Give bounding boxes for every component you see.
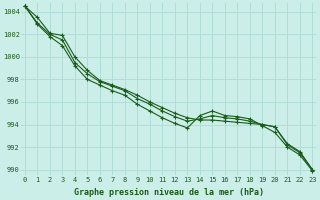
- X-axis label: Graphe pression niveau de la mer (hPa): Graphe pression niveau de la mer (hPa): [74, 188, 264, 197]
